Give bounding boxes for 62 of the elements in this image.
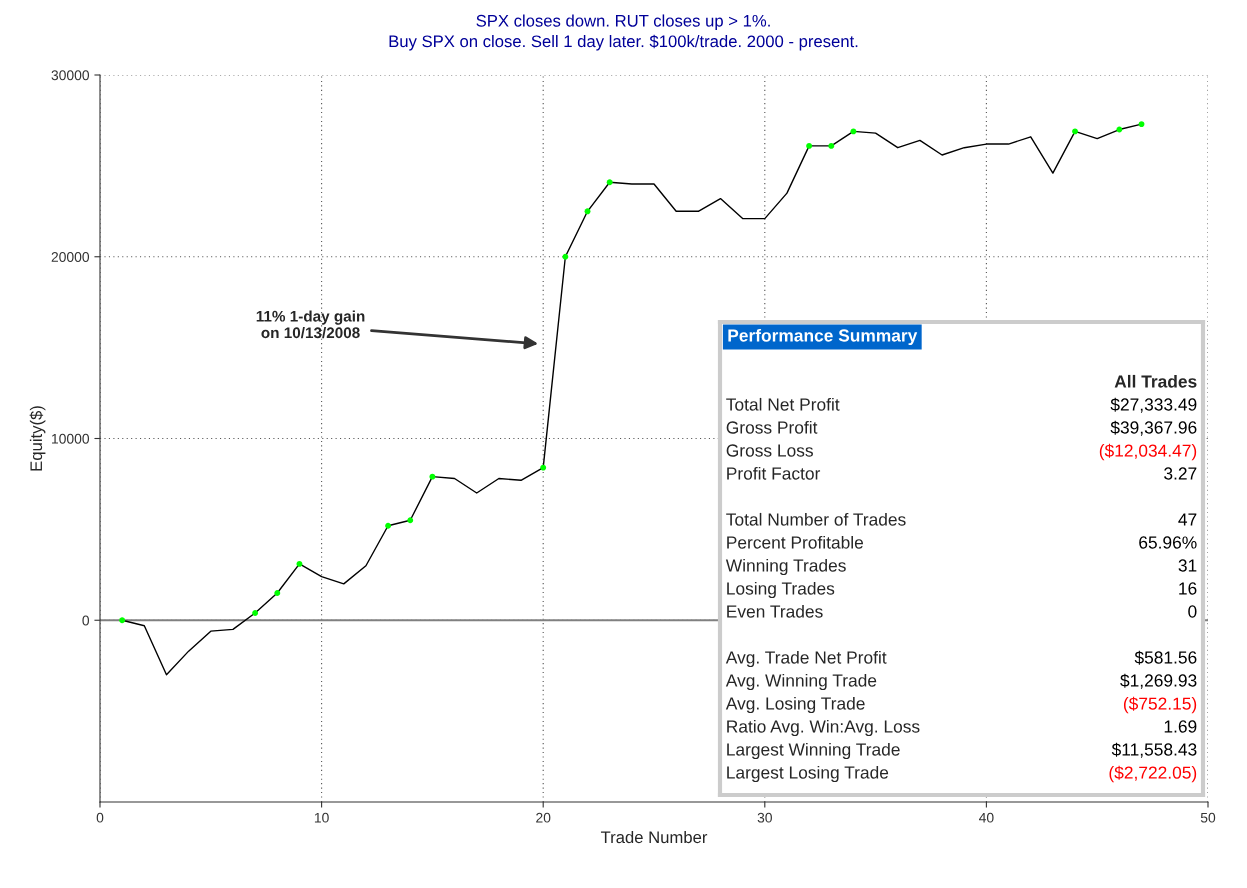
text: 3.27 [1164,467,1197,480]
text: 31 [1178,559,1197,572]
point [407,517,414,524]
y-tick-label: 20000 [51,252,90,262]
text: $11,558.43 [1111,742,1197,758]
x-axis-title: Trade Number [600,830,708,844]
text: $581.56 [1134,650,1197,665]
y-tick-label: 0 [82,615,90,626]
category-label: Largest Winning Trade [727,742,900,760]
category-label: Ratio Avg. Win:Avg. Loss [727,719,920,737]
point [606,179,613,186]
x-tick-label: 50 [1200,812,1216,823]
text: 16 [1179,582,1197,595]
x-tick-label: 10 [314,812,329,823]
category-label: Avg. Trade Net Profit [725,650,887,668]
text: 47 [1178,513,1197,526]
text: 0 [1188,605,1197,618]
y-tick-label: 10000 [52,433,90,444]
point [385,522,392,529]
category-label: Avg. Losing Trade [725,696,865,714]
point [828,142,835,149]
x-tick-label: 30 [757,812,772,823]
category-label: Total Number of Trades [726,512,906,526]
text: $1,269.93 [1120,673,1197,689]
text: 65.96% [1139,536,1197,549]
point [296,560,303,567]
point [850,128,857,135]
x-tick-label: 40 [979,812,994,823]
point [274,590,281,596]
point [1138,121,1145,128]
category-label: Avg. Winning Trade [725,673,877,691]
point [806,142,813,149]
chart-title: SPX closes down. RUT closes up > 1%. [476,14,770,30]
text: $39,367.96 [1110,420,1197,436]
x-tick-label: 20 [536,812,551,823]
category-label: Losing Trades [727,581,835,599]
point [429,473,436,480]
x-tick-label: 0 [96,812,104,823]
text: $27,333.49 [1110,397,1197,413]
category-label: Winning Trades [725,558,846,576]
text: ($12,034.47) [1099,443,1197,461]
category-label: Largest Losing Trade [727,765,889,783]
point [119,617,126,624]
category-label: Total Net Profit [726,397,840,411]
y-tick-label: 30000 [51,70,90,81]
category-label: Gross Loss [726,444,813,457]
point [1072,128,1078,135]
text: Performance Summary [728,328,918,346]
chart-subtitle: Buy SPX on close. Sell 1 day later. $100k/trade. 2000 - present. [389,34,858,51]
text: All Trades [1114,374,1197,388]
category-label: Even Trades [727,604,823,618]
text: 1.69 [1164,720,1197,733]
annotation: 11% 1-day gain on 10/13/2008 [256,310,365,339]
point [540,464,547,471]
category-label: Profit Factor [727,466,821,480]
category-label: Percent Profitable [727,535,864,549]
point [252,610,259,616]
text: ($752.15) [1123,696,1197,714]
text: ($2,722.05) [1109,765,1197,783]
y-axis-title: Equity($) [29,406,46,471]
point [562,253,569,260]
category-label: Gross Profit [726,420,818,434]
